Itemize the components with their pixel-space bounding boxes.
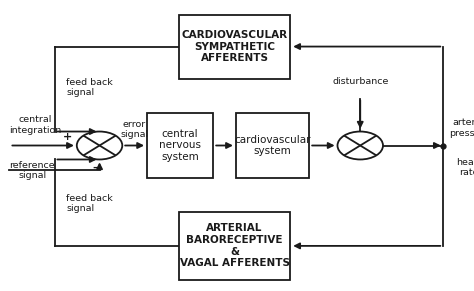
Circle shape	[77, 132, 122, 159]
Bar	[147, 113, 213, 178]
Text: feed back
signal: feed back signal	[66, 194, 113, 213]
Text: heart
rate: heart rate	[456, 158, 474, 177]
Bar	[236, 113, 309, 178]
Text: disturbance: disturbance	[332, 77, 388, 86]
Text: central
nervous
system: central nervous system	[159, 129, 201, 162]
Text: reference
signal: reference signal	[9, 161, 55, 180]
Bar	[179, 212, 290, 280]
Text: feed back
signal: feed back signal	[66, 78, 113, 97]
Bar	[179, 15, 290, 79]
Text: error
signal: error signal	[120, 120, 148, 139]
Text: +: +	[63, 132, 72, 142]
Text: arterial
pressure: arterial pressure	[448, 118, 474, 138]
Text: ARTERIAL
BARORECEPTIVE
&
VAGAL AFFERENTS: ARTERIAL BARORECEPTIVE & VAGAL AFFERENTS	[180, 223, 290, 268]
Text: cardiovascular
system: cardiovascular system	[234, 135, 311, 156]
Text: –: –	[92, 162, 98, 172]
Text: central
integration: central integration	[9, 116, 62, 135]
Text: CARDIOVASCULAR
SYMPATHETIC
AFFERENTS: CARDIOVASCULAR SYMPATHETIC AFFERENTS	[182, 30, 288, 63]
Circle shape	[337, 132, 383, 159]
